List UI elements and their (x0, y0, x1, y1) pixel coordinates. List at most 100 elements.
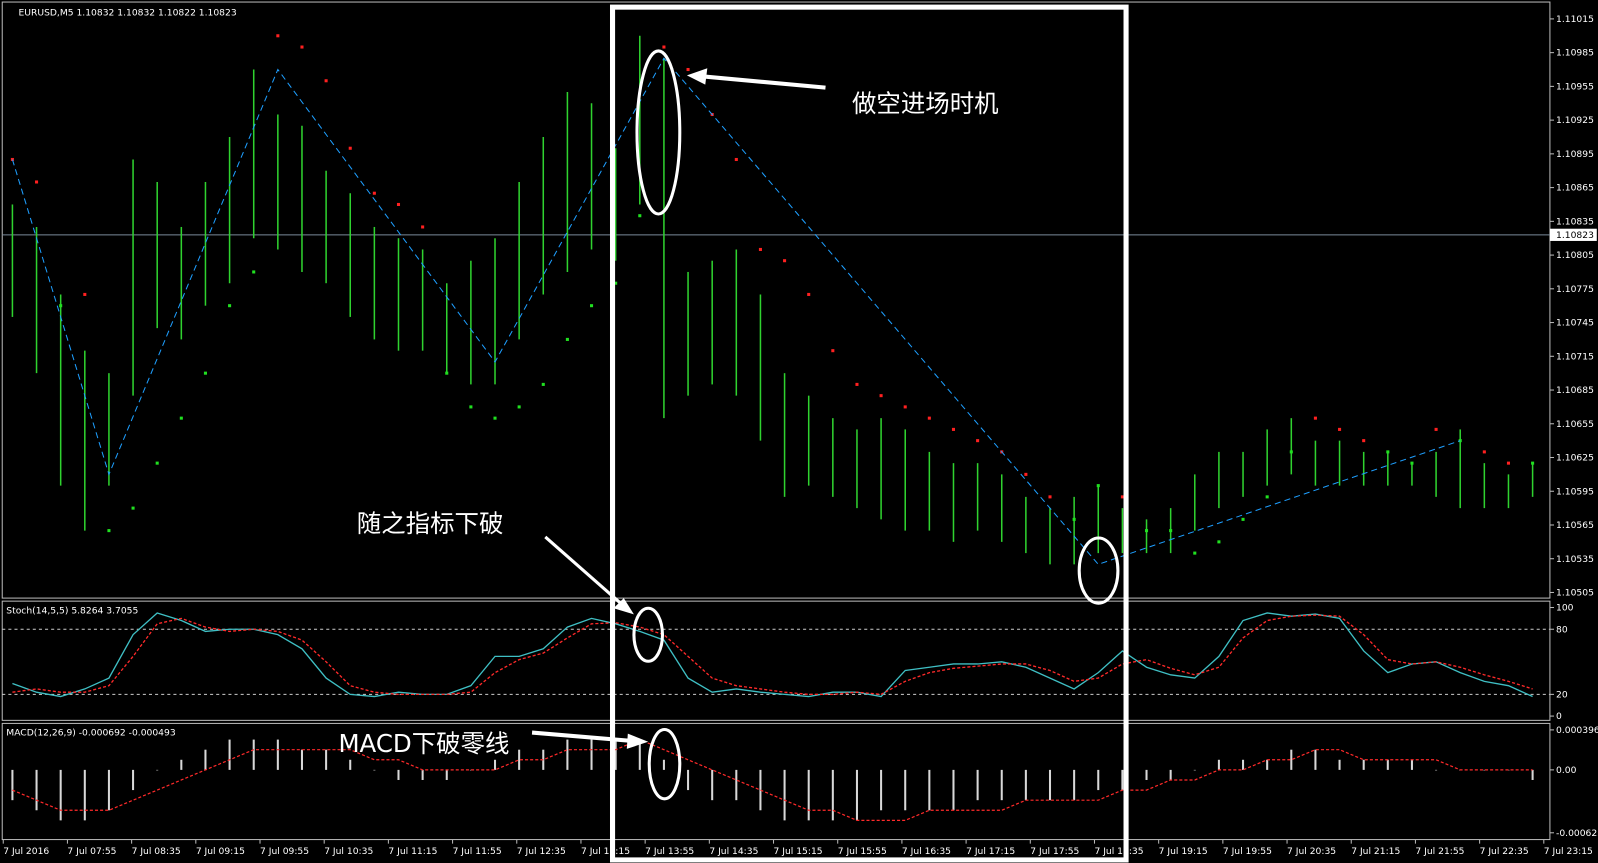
macd-bar (1362, 759, 1365, 770)
macd-bar (180, 759, 183, 770)
macd-bar (1290, 749, 1293, 770)
sar-dot (879, 394, 883, 398)
macd-bar (518, 749, 521, 770)
macd-bar (590, 739, 593, 770)
arrow (703, 74, 826, 90)
sar-dot (1048, 495, 1052, 499)
macd-bar (373, 769, 376, 771)
sar-dot (1410, 461, 1414, 465)
ellipse (1077, 536, 1120, 605)
macd-bar (1531, 769, 1534, 780)
sar-dot (638, 214, 642, 218)
arrow-head (613, 598, 634, 615)
sar-dot (1531, 461, 1535, 465)
sar-dot (662, 45, 666, 49)
y-tick-label: 1.10805 (1556, 250, 1594, 261)
y-tick-label: 1.10535 (1556, 554, 1594, 565)
x-tick-label: 7 Jul 13:55 (645, 846, 694, 857)
x-tick-label: 7 Jul 15:55 (838, 846, 887, 857)
sar-dot (252, 270, 256, 274)
y-tick-label: 1.10895 (1556, 149, 1594, 160)
y-tick-label: 0.000396 (1556, 725, 1598, 736)
sar-dot (734, 157, 738, 162)
x-tick-label: 7 Jul 17:15 (966, 846, 1015, 857)
macd-bar (638, 739, 641, 770)
macd-bar (493, 759, 497, 770)
sar-dot (1120, 495, 1124, 499)
main-panel (1, 1, 1551, 599)
macd-bar (445, 769, 448, 780)
macd-bar (1435, 769, 1438, 771)
y-tick-label: 1.10775 (1556, 284, 1594, 295)
macd-bar (687, 769, 690, 791)
macd-bar (228, 739, 231, 770)
x-tick-label: 7 Jul 14:35 (709, 846, 758, 857)
sar-dot (831, 349, 835, 353)
macd-bar (662, 759, 665, 770)
sar-dot (324, 79, 328, 83)
macd-bar (1145, 769, 1148, 780)
highlight-box (609, 4, 1129, 863)
sar-dot (469, 405, 473, 409)
x-tick-label: 7 Jul 18:35 (1094, 846, 1143, 857)
macd-bar (711, 769, 714, 801)
indicator-line (12, 612, 1533, 698)
x-tick-label: 7 Jul 20:35 (1287, 846, 1336, 857)
y-tick-label: 1.10625 (1556, 453, 1594, 464)
macd-bar (1097, 769, 1100, 791)
zigzag-line (11, 57, 1461, 565)
y-tick-label: 1.10865 (1556, 183, 1594, 194)
macd-bar (1024, 769, 1027, 801)
y-tick-label: 1.11015 (1556, 14, 1594, 25)
sar-dot (590, 304, 594, 308)
sar-dot (179, 416, 183, 420)
y-tick-label: 20 (1556, 689, 1568, 700)
x-tick-label: 7 Jul 16:35 (902, 846, 951, 857)
macd-bar (252, 739, 255, 770)
sar-dot (951, 427, 956, 431)
sar-dot (903, 405, 907, 409)
macd-bar (976, 769, 979, 801)
sar-dot (1434, 427, 1438, 431)
x-tick-label: 7 Jul 07:55 (67, 846, 116, 857)
sar-dot (1072, 517, 1076, 521)
macd-bar (59, 769, 62, 821)
ellipse (647, 727, 682, 801)
sar-dot (1096, 484, 1100, 488)
macd-bar (156, 769, 159, 771)
macd-bar (855, 769, 858, 821)
signal-line (12, 738, 1533, 821)
macd-bar (204, 749, 207, 770)
x-tick-label: 7 Jul 21:15 (1351, 846, 1400, 857)
macd-title: MACD(12,26,9) -0.000692 -0.000493 (6, 728, 176, 739)
macd-bar (952, 769, 955, 811)
sar-dot (107, 529, 111, 533)
macd-bar (1386, 759, 1389, 770)
y-tick-label: 100 (1556, 603, 1574, 614)
x-tick-label: 7 Jul 2016 (3, 846, 49, 857)
y-tick-label: 1.10985 (1556, 48, 1594, 59)
x-tick-label: 7 Jul 11:15 (388, 846, 437, 857)
sar-dot (517, 405, 521, 409)
arrow (544, 535, 623, 606)
macd-bar (928, 769, 931, 811)
sar-dot (1217, 540, 1221, 544)
sar-dot (421, 225, 425, 229)
y-tick-label: 80 (1556, 624, 1568, 635)
sar-dot (276, 34, 280, 38)
macd-bar (1314, 749, 1317, 770)
macd-bar (880, 769, 883, 811)
sar-dot (1144, 529, 1149, 533)
macd-bar (421, 769, 424, 780)
macd-bar (132, 769, 135, 791)
sar-dot (807, 292, 811, 296)
macd-bar (1483, 769, 1486, 771)
macd-bar (831, 769, 834, 821)
macd-bar (469, 769, 472, 771)
sar-dot (59, 304, 63, 308)
x-tick-label: 7 Jul 11:55 (453, 846, 502, 857)
sar-dot (372, 191, 376, 195)
macd-bar (1193, 769, 1196, 771)
sar-dot (1386, 450, 1390, 454)
annotation: 随之指标下破 (357, 509, 504, 538)
